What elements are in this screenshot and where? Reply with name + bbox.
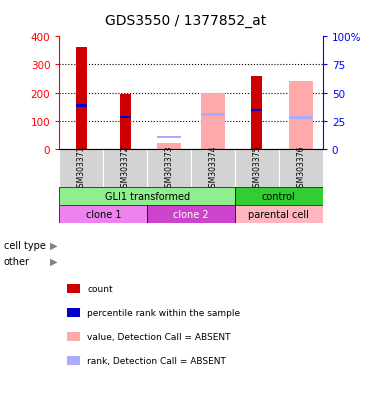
Bar — [289, 116, 313, 119]
Bar — [147, 150, 191, 188]
Text: GSM303374: GSM303374 — [209, 145, 217, 192]
Bar — [191, 150, 235, 188]
Bar — [76, 48, 87, 150]
Text: GSM303371: GSM303371 — [77, 145, 86, 192]
Text: GSM303375: GSM303375 — [252, 145, 262, 192]
Text: value, Detection Call = ABSENT: value, Detection Call = ABSENT — [87, 332, 231, 342]
Text: GSM303376: GSM303376 — [296, 145, 305, 192]
Bar — [59, 188, 235, 206]
Bar — [120, 116, 131, 119]
Bar — [157, 144, 181, 150]
Bar — [252, 77, 262, 150]
Bar — [201, 94, 225, 150]
Bar — [103, 150, 147, 188]
Text: GSM303373: GSM303373 — [165, 145, 174, 192]
Bar — [235, 188, 323, 206]
Bar — [59, 150, 103, 188]
Text: cell type: cell type — [4, 240, 46, 250]
Text: clone 2: clone 2 — [173, 209, 209, 219]
Text: GDS3550 / 1377852_at: GDS3550 / 1377852_at — [105, 14, 266, 28]
Bar — [279, 150, 323, 188]
Text: ▶: ▶ — [50, 240, 58, 250]
Bar — [289, 82, 313, 150]
Text: parental cell: parental cell — [249, 209, 309, 219]
Bar — [59, 206, 147, 223]
Text: other: other — [4, 256, 30, 266]
Bar — [235, 206, 323, 223]
Text: count: count — [87, 285, 113, 294]
Bar — [120, 95, 131, 150]
Text: rank, Detection Call = ABSENT: rank, Detection Call = ABSENT — [87, 356, 226, 366]
Bar — [76, 104, 87, 107]
Bar — [235, 150, 279, 188]
Bar — [252, 109, 262, 112]
Bar — [147, 206, 235, 223]
Text: percentile rank within the sample: percentile rank within the sample — [87, 309, 240, 318]
Text: GLI1 transformed: GLI1 transformed — [105, 192, 190, 202]
Text: control: control — [262, 192, 296, 202]
Text: ▶: ▶ — [50, 256, 58, 266]
Text: clone 1: clone 1 — [85, 209, 121, 219]
Bar — [201, 114, 225, 116]
Bar — [157, 136, 181, 139]
Text: GSM303372: GSM303372 — [121, 145, 130, 192]
